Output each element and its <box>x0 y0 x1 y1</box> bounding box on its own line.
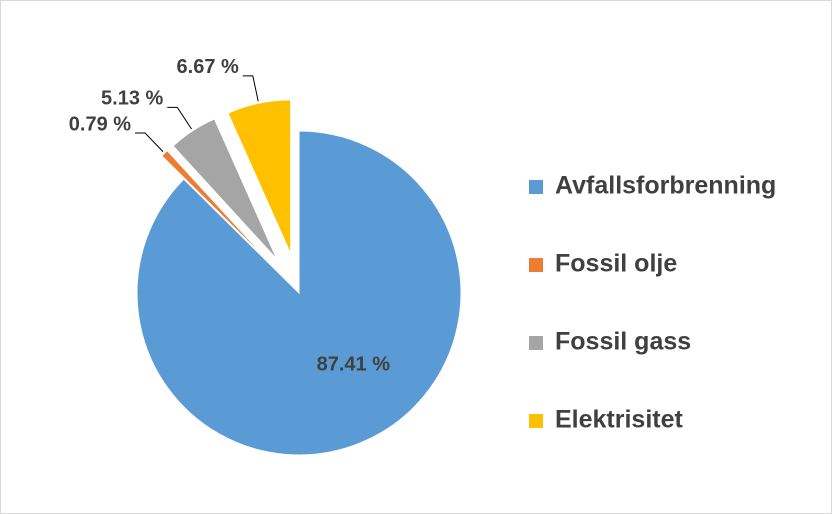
legend-marker <box>529 414 543 428</box>
legend-label: Fossil olje <box>555 250 677 278</box>
data-label: 0.79 % <box>69 113 131 135</box>
legend-label: Fossil gass <box>555 328 691 356</box>
pie-slice <box>227 99 292 255</box>
pie-slice <box>172 118 278 260</box>
legend-marker <box>529 180 543 194</box>
data-label: 6.67 % <box>177 56 239 78</box>
legend-label: Avfallsforbrenning <box>555 172 776 200</box>
legend-marker <box>529 258 543 272</box>
data-label: 87.41 % <box>317 354 391 376</box>
legend-marker <box>529 336 543 350</box>
legend-label: Elektrisitet <box>555 406 684 434</box>
pie-slice <box>136 130 462 456</box>
leader-line <box>135 132 164 153</box>
leader-line <box>167 106 192 130</box>
data-label: 5.13 % <box>101 88 163 110</box>
leader-line <box>242 75 259 102</box>
pie-slice <box>161 149 272 265</box>
